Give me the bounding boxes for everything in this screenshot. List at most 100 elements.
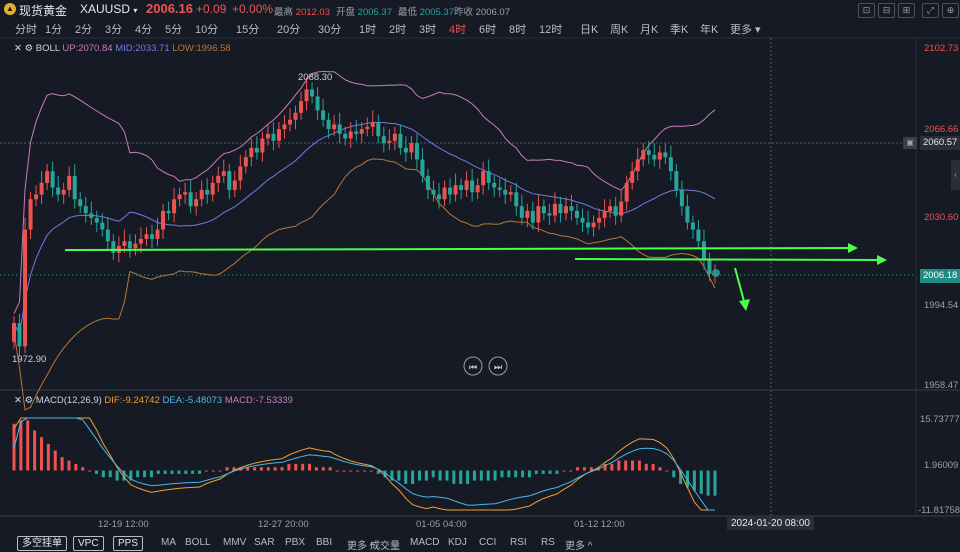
lock-icon[interactable]: ▣ <box>903 137 917 149</box>
timeframe-10[interactable]: 1时 <box>359 24 377 36</box>
timeframe-1[interactable]: 1分 <box>45 24 63 36</box>
high-annotation: 2088.30 <box>298 72 333 83</box>
timeframe-9[interactable]: 30分 <box>318 24 342 36</box>
timeframe-3[interactable]: 3分 <box>105 24 123 36</box>
timeframe-16[interactable]: 12时 <box>539 24 563 36</box>
main-indicator-3[interactable]: SAR <box>254 537 275 548</box>
support-line-2[interactable] <box>574 258 884 261</box>
vpc-button[interactable]: VPC <box>73 536 104 551</box>
candle-body <box>343 133 348 139</box>
candle-body <box>431 189 436 195</box>
symbol-name[interactable]: 现货黄金 <box>19 4 68 18</box>
candle-body <box>72 175 77 200</box>
main-indicator-0[interactable]: MA <box>161 537 176 548</box>
sub-indicator-6[interactable]: 更多 ^ <box>565 541 593 552</box>
macd-histogram-bar <box>617 460 621 471</box>
drawn-trendlines[interactable] <box>64 243 887 311</box>
macd-histogram-bar <box>328 467 332 471</box>
toolbar-button-3[interactable]: ⊞ <box>898 3 915 18</box>
main-indicator-2[interactable]: MMV <box>223 537 247 548</box>
toolbar-button-1[interactable]: ⊡ <box>858 3 875 18</box>
close-icon[interactable]: ✕ <box>14 43 22 54</box>
timeframe-22[interactable]: 更多 ▾ <box>730 24 761 36</box>
macd-histogram-bar <box>493 470 497 481</box>
main-indicator-4[interactable]: PBX <box>285 537 306 548</box>
macd-histogram-bar <box>376 470 380 474</box>
orders-button[interactable]: 多空挂单 <box>17 536 67 551</box>
candle-body <box>166 210 171 214</box>
timeframe-7[interactable]: 15分 <box>236 24 260 36</box>
timeframe-20[interactable]: 季K <box>670 24 689 36</box>
sub-indicator-5[interactable]: RS <box>541 537 555 548</box>
candle-body <box>127 241 132 249</box>
settings-icon[interactable]: ⚙ <box>24 43 34 54</box>
macd-histogram-bar <box>308 463 312 471</box>
main-indicator-1[interactable]: BOLL <box>185 537 211 548</box>
macd-histogram-bar <box>156 470 160 474</box>
current-price: 2006.16 <box>146 1 193 16</box>
sub-indicator-3[interactable]: CCI <box>479 537 497 548</box>
candle-body <box>442 187 447 200</box>
timeframe-15[interactable]: 8时 <box>509 24 527 36</box>
candle-body <box>50 171 55 188</box>
candle-body <box>575 210 580 218</box>
candle-body <box>486 171 491 183</box>
macd-dea-line <box>13 417 715 511</box>
timeframe-11[interactable]: 2时 <box>389 24 407 36</box>
down-arrow-line[interactable] <box>734 267 746 306</box>
timeframe-17[interactable]: 日K <box>580 24 599 36</box>
candle-body <box>254 147 259 153</box>
timeframe-14[interactable]: 6时 <box>479 24 497 36</box>
timeframe-18[interactable]: 周K <box>610 24 629 36</box>
candle-body <box>586 222 591 228</box>
price-axis-label: 1958.47 <box>924 380 959 391</box>
candle-body <box>34 194 39 200</box>
toolbar-button-5[interactable]: ⊕ <box>942 3 959 18</box>
sub-indicator-0[interactable]: 成交量 <box>370 541 400 552</box>
sub-indicator-2[interactable]: KDJ <box>448 537 467 548</box>
timeframe-21[interactable]: 年K <box>700 24 719 36</box>
toolbar-button-4[interactable]: ⤢ <box>922 3 939 18</box>
step-back-button[interactable] <box>463 356 483 376</box>
macd-dea: DEA:-5.48073 <box>162 395 223 406</box>
candle-body <box>674 171 679 190</box>
macd-histogram-bar <box>60 457 64 471</box>
panel-toggle-icon[interactable]: ‹ <box>951 160 960 190</box>
macd-histogram-bar <box>610 463 614 471</box>
close-icon[interactable]: ✕ <box>14 395 22 406</box>
candle-body <box>437 194 442 200</box>
macd-histogram-bar <box>665 470 669 472</box>
timeframe-6[interactable]: 10分 <box>195 24 219 36</box>
timeframe-8[interactable]: 20分 <box>277 24 301 36</box>
playback-controls[interactable]: ⏮ ⏭ <box>463 356 508 376</box>
sub-indicator-1[interactable]: MACD <box>410 537 440 548</box>
symbol-code[interactable]: XAUUSD ▾ <box>80 2 138 16</box>
support-line-1[interactable] <box>64 247 856 251</box>
timeframe-12[interactable]: 3时 <box>419 24 437 36</box>
timeframe-5[interactable]: 5分 <box>165 24 183 36</box>
pps-button[interactable]: PPS <box>113 536 144 551</box>
timeframe-0[interactable]: 分时 <box>15 24 37 36</box>
timeframe-4[interactable]: 4分 <box>135 24 153 36</box>
candle-body <box>326 119 331 130</box>
step-forward-button[interactable] <box>488 356 508 376</box>
candle-body <box>28 199 33 230</box>
candle-body <box>221 171 226 176</box>
stat-prev-close: 昨收 2006.07 <box>454 7 510 18</box>
main-indicator-6[interactable]: 更多 ^ <box>347 541 375 552</box>
gold-symbol-icon: ▲ <box>4 3 16 15</box>
candle-body <box>188 192 193 207</box>
macd-histogram-bar <box>507 470 511 478</box>
settings-icon[interactable]: ⚙ <box>24 395 34 406</box>
timeframe-2[interactable]: 2分 <box>75 24 93 36</box>
timeframe-13[interactable]: 4时 <box>449 24 467 36</box>
toolbar-button-2[interactable]: ⊟ <box>878 3 895 18</box>
candle-body <box>304 89 309 102</box>
main-indicator-5[interactable]: BBI <box>316 537 333 548</box>
header-bar: ▲ 现货黄金 XAUUSD ▾ 2006.16 +0.09 +0.00% 最高 … <box>0 0 960 18</box>
macd-histogram-bar <box>658 467 662 471</box>
timeframe-19[interactable]: 月K <box>640 24 659 36</box>
sub-indicator-4[interactable]: RSI <box>510 537 527 548</box>
candle-body <box>525 210 530 218</box>
